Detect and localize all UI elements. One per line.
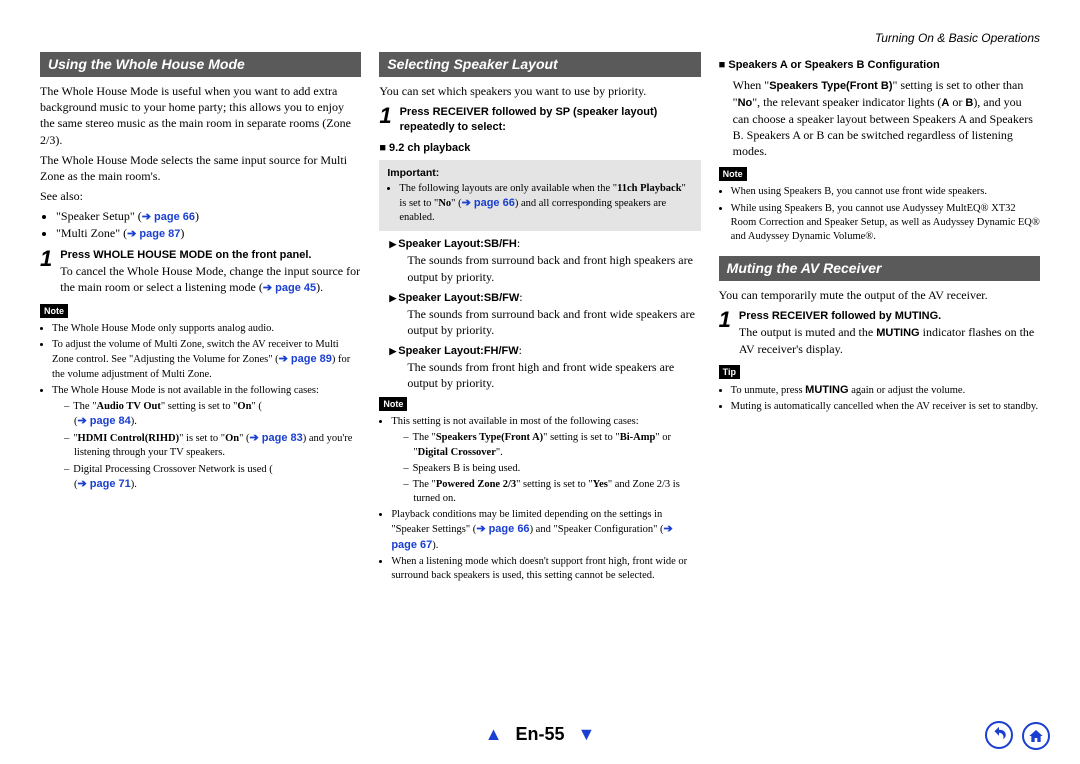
header-breadcrumb: Turning On & Basic Operations <box>40 30 1040 46</box>
ab-note-1: When using Speakers B, you cannot use fr… <box>731 185 1040 199</box>
tip-2: Muting is automatically cancelled when t… <box>731 400 1040 414</box>
nav-home-icon[interactable] <box>1022 722 1050 750</box>
whm-step1-text: To cancel the Whole House Mode, change t… <box>60 264 360 294</box>
sl-dash-1: The "Speakers Type(Front A)" setting is … <box>409 431 700 459</box>
sl-dash-2: Speakers B is being used. <box>409 462 700 476</box>
mute-step-1: 1 Press RECEIVER followed by MUTING. The… <box>719 309 1040 357</box>
whm-dash-3: Digital Processing Crossover Network is … <box>70 463 361 492</box>
whm-note-3: The Whole House Mode is not available in… <box>52 384 361 492</box>
note-label-2: Note <box>379 397 407 411</box>
tip-1: To unmute, press MUTING again or adjust … <box>731 383 1040 398</box>
step-number-1: 1 <box>40 248 52 296</box>
see-also-speaker-setup: "Speaker Setup" (➔ page 66) <box>56 208 361 225</box>
section-speaker-layout: Selecting Speaker Layout <box>379 52 700 77</box>
link-page-45[interactable]: ➔ page 45 <box>263 282 316 294</box>
whm-intro1: The Whole House Mode is useful when you … <box>40 83 361 148</box>
mute-intro: You can temporarily mute the output of t… <box>719 287 1040 303</box>
content-columns: Using the Whole House Mode The Whole Hou… <box>40 52 1040 585</box>
whm-dash-1: The "Audio TV Out" setting is set to "On… <box>70 400 361 429</box>
whm-note-1: The Whole House Mode only supports analo… <box>52 322 361 336</box>
sl-intro: You can set which speakers you want to u… <box>379 83 700 99</box>
nav-next-page-icon[interactable]: ▼ <box>578 724 596 744</box>
whm-step-1: 1 Press WHOLE HOUSE MODE on the front pa… <box>40 248 361 296</box>
sl-step1-title: Press RECEIVER followed by SP (speaker l… <box>400 105 701 135</box>
sl-note-3: When a listening mode which doesn't supp… <box>391 555 700 583</box>
link-page-66b[interactable]: ➔ page 66 <box>462 197 515 209</box>
see-also-label: See also: <box>40 188 361 204</box>
whm-note-2: To adjust the volume of Multi Zone, swit… <box>52 338 361 382</box>
step-number-1b: 1 <box>379 105 391 135</box>
nav-prev-page-icon[interactable]: ▲ <box>485 724 503 744</box>
layout-fhfw: Speaker Layout:FH/FW: The sounds from fr… <box>389 342 700 391</box>
whm-dash-2: "HDMI Control(RIHD)" is set to "On" (➔ p… <box>70 431 361 460</box>
whm-step1-title: Press WHOLE HOUSE MODE on the front pane… <box>60 248 361 263</box>
column-2: Selecting Speaker Layout You can set whi… <box>379 52 700 585</box>
page-footer: ▲ En-55 ▼ <box>0 722 1080 746</box>
sl-note-2: Playback conditions may be limited depen… <box>391 508 700 553</box>
nav-back-icon[interactable] <box>985 721 1013 749</box>
note-label: Note <box>40 304 68 318</box>
whm-intro2: The Whole House Mode selects the same in… <box>40 152 361 184</box>
section-whole-house: Using the Whole House Mode <box>40 52 361 77</box>
subhead-speakers-ab: Speakers A or Speakers B Configuration <box>719 58 1040 73</box>
ab-note-2: While using Speakers B, you cannot use A… <box>731 202 1040 245</box>
important-title: Important: <box>387 166 692 180</box>
page-number: En-55 <box>515 724 564 744</box>
layout-sbfw: Speaker Layout:SB/FW: The sounds from su… <box>389 289 700 338</box>
important-text: The following layouts are only available… <box>399 182 692 226</box>
link-page-66[interactable]: ➔ page 66 <box>142 211 195 223</box>
ab-text: When "Speakers Type(Front B)" setting is… <box>733 77 1040 159</box>
column-3: Speakers A or Speakers B Configuration W… <box>719 52 1040 585</box>
note-label-3: Note <box>719 167 747 181</box>
link-page-66c[interactable]: ➔ page 66 <box>476 523 529 535</box>
sl-step-1: 1 Press RECEIVER followed by SP (speaker… <box>379 105 700 135</box>
important-box: Important: The following layouts are onl… <box>379 160 700 232</box>
link-page-83[interactable]: ➔ page 83 <box>250 432 303 444</box>
step-number-1c: 1 <box>719 309 731 357</box>
sl-dash-3: The "Powered Zone 2/3" setting is set to… <box>409 478 700 506</box>
tip-label: Tip <box>719 365 740 379</box>
subhead-92ch: 9.2 ch playback <box>379 141 700 156</box>
sl-note-1: This setting is not available in most of… <box>391 415 700 506</box>
link-page-84[interactable]: ➔ page 84 <box>78 415 131 427</box>
column-1: Using the Whole House Mode The Whole Hou… <box>40 52 361 585</box>
mute-step1-text: The output is muted and the MUTING indic… <box>739 325 1034 356</box>
section-muting: Muting the AV Receiver <box>719 256 1040 281</box>
link-page-87[interactable]: ➔ page 87 <box>127 228 180 240</box>
mute-step1-title: Press RECEIVER followed by MUTING. <box>739 309 1040 324</box>
layout-sbfh: Speaker Layout:SB/FH: The sounds from su… <box>389 235 700 284</box>
see-also-multi-zone: "Multi Zone" (➔ page 87) <box>56 225 361 242</box>
link-page-71[interactable]: ➔ page 71 <box>78 478 131 490</box>
link-page-89[interactable]: ➔ page 89 <box>279 353 332 365</box>
